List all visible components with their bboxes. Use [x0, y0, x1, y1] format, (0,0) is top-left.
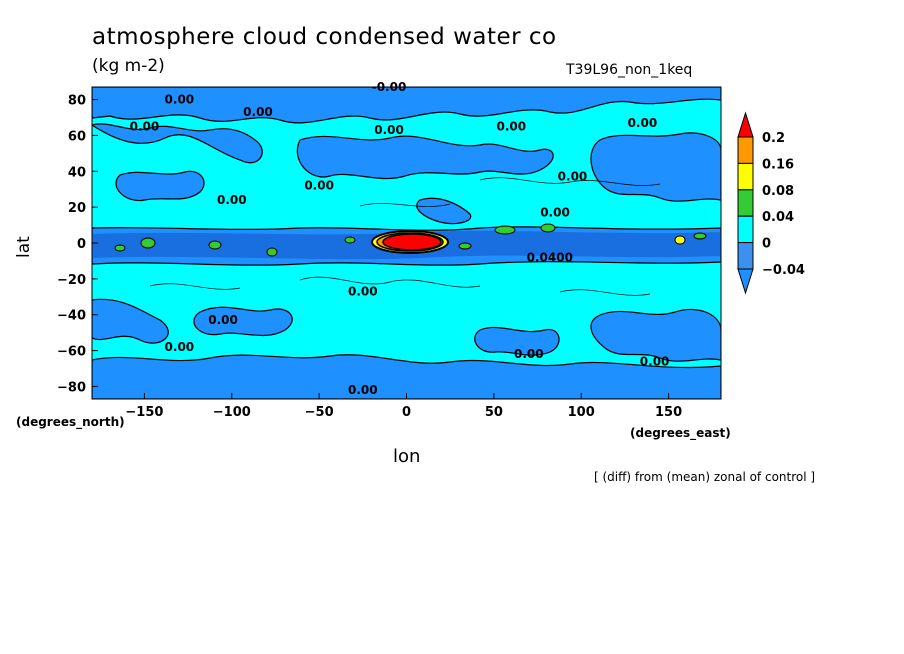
colorbar-label: 0.08	[762, 184, 794, 199]
contour-label: 0.00	[374, 123, 404, 137]
y-tick-label: −40	[57, 309, 86, 324]
colorbar-label: −0.04	[762, 263, 805, 278]
y-tick-label: −80	[57, 380, 86, 395]
contour-label: 0.00	[628, 116, 658, 130]
run-label: T39L96_non_1keq	[566, 62, 693, 78]
x-tick-label: 150	[655, 405, 682, 420]
contour-label: 0.00	[243, 105, 273, 119]
comparison-note: [ (diff) from (mean) zonal of control ]	[594, 470, 816, 484]
x-tick-label: −100	[213, 405, 251, 420]
contour-label: 0.00	[217, 193, 247, 207]
contour-label: 0.00	[640, 354, 670, 368]
chart-units: (kg m-2)	[92, 56, 165, 76]
colorbar-box	[737, 242, 754, 270]
x-tick-label: −150	[125, 405, 163, 420]
contour-label: -0.00	[372, 80, 407, 94]
positive-spots	[114, 223, 707, 257]
central-anomaly	[371, 230, 449, 254]
x-tick-label: 50	[485, 405, 503, 420]
contour-label: 0.00	[130, 119, 160, 133]
colorbar: 0.2 0.16 0.08 0.04 0 −0.04	[737, 111, 805, 295]
contour-label: 0.00	[497, 119, 527, 133]
contour-label: 0.00	[348, 284, 378, 298]
colorbar-box	[737, 136, 754, 164]
colorbar-label: 0.2	[762, 131, 785, 146]
contour-label: 0.00	[165, 340, 195, 354]
colorbar-box	[737, 215, 754, 244]
x-tick-label: 100	[568, 405, 595, 420]
x-axis-units: (degrees_east)	[630, 426, 731, 440]
contour-label: 0.00	[165, 93, 195, 107]
y-tick-label: 60	[68, 129, 86, 144]
x-axis-label: lon	[393, 446, 421, 467]
colorbar-min-arrow	[737, 268, 754, 295]
chart-title: atmosphere cloud condensed water co	[92, 24, 557, 50]
y-tick-label: 40	[68, 165, 86, 180]
x-ticks: −150 −100 −50 0 50 100 150	[125, 393, 682, 420]
contour-label: 0.00	[304, 179, 334, 193]
contour-labels: 0.00 0.00 0.00 -0.00 0.00 0.00 0.00 0.00 0.00 0.0…	[130, 80, 670, 397]
colorbar-box	[737, 162, 754, 191]
y-tick-label: 20	[68, 201, 86, 216]
colorbar-box	[737, 189, 754, 217]
y-tick-label: 0	[77, 237, 86, 252]
y-axis-units: (degrees_north)	[16, 415, 125, 429]
y-tick-label: −20	[57, 273, 86, 288]
colorbar-label: 0.16	[762, 157, 794, 172]
contour-label: 0.00	[208, 313, 238, 327]
contour-field	[92, 87, 721, 399]
colorbar-max-arrow	[737, 111, 754, 138]
y-tick-label: −60	[57, 345, 86, 360]
y-ticks: 80 60 40 20 0 −20 −40 −60 −80	[57, 94, 98, 395]
x-tick-label: 0	[402, 405, 411, 420]
colorbar-label: 0.04	[762, 210, 794, 225]
x-tick-label: −50	[305, 405, 334, 420]
contour-label: 0.0400	[527, 250, 573, 264]
contour-label: 0.00	[540, 206, 570, 220]
contour-label: 0.00	[558, 170, 588, 184]
colorbar-label: 0	[762, 237, 771, 252]
y-tick-label: 80	[68, 94, 86, 109]
contour-label: 0.00	[514, 347, 544, 361]
contour-label: 0.00	[348, 383, 378, 397]
thin-contours	[149, 177, 661, 296]
